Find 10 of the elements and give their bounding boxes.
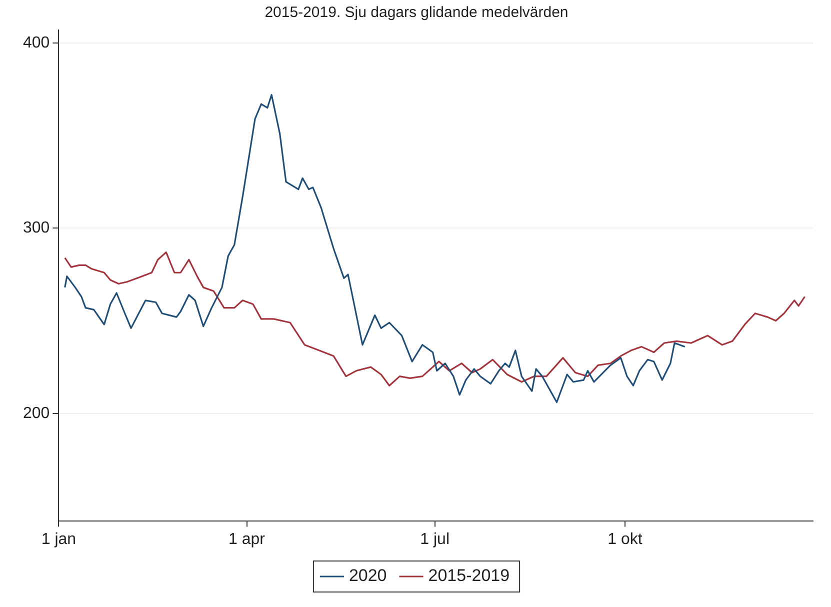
chart-title: 2015-2019. Sju dagars glidande medelvärden	[264, 4, 568, 22]
legend-label: 2015-2019	[428, 566, 510, 586]
y-tick-label: 300	[22, 220, 50, 237]
legend-label: 2020	[348, 566, 387, 586]
x-tick-label: 1 jan	[41, 530, 76, 548]
x-tick-label: 1 apr	[228, 530, 266, 548]
x-tick-label: 1 okt	[608, 530, 643, 548]
y-tick-label: 400	[22, 34, 50, 52]
x-tick-label: 1 jul	[420, 530, 450, 548]
y-tick-label: 200	[22, 404, 50, 422]
